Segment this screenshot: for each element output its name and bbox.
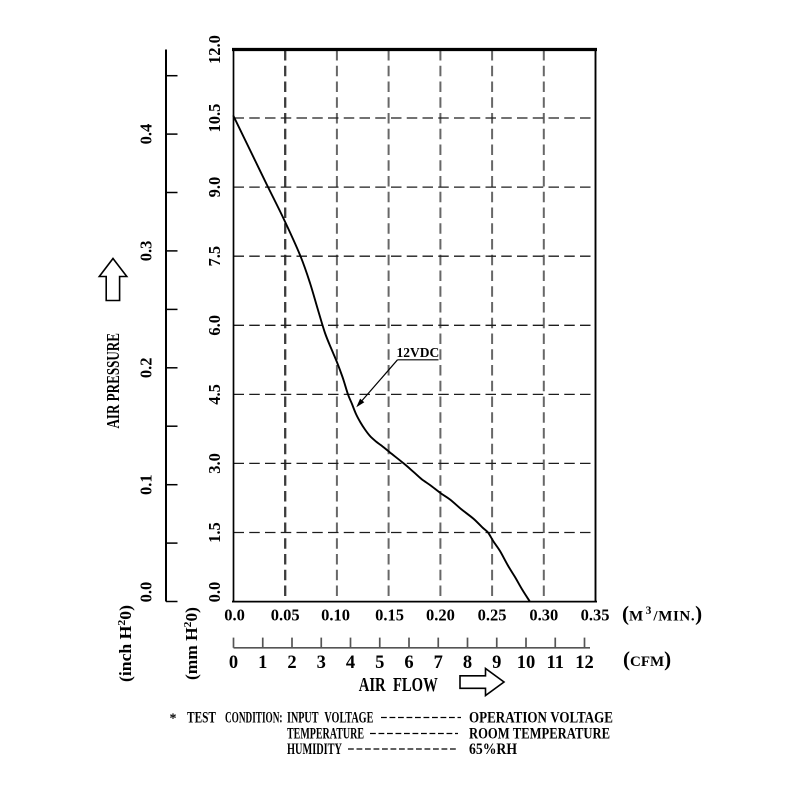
svg-text:0.0: 0.0 xyxy=(224,606,245,625)
svg-text:8: 8 xyxy=(463,653,472,673)
svg-text:0.25: 0.25 xyxy=(478,606,507,625)
svg-text:1: 1 xyxy=(258,653,267,673)
svg-text:10.5: 10.5 xyxy=(205,104,224,133)
svg-text:0.10: 0.10 xyxy=(321,606,350,625)
svg-text:7: 7 xyxy=(434,653,443,673)
svg-text:3: 3 xyxy=(317,653,326,673)
svg-text:INPUT: INPUT xyxy=(287,710,319,727)
svg-text:ROOM TEMPERATURE: ROOM TEMPERATURE xyxy=(469,726,610,743)
svg-text:0.3: 0.3 xyxy=(137,241,156,262)
svg-text:0.20: 0.20 xyxy=(426,606,455,625)
svg-text:0: 0 xyxy=(229,653,238,673)
svg-text:0.0: 0.0 xyxy=(205,582,224,603)
svg-text:3.0: 3.0 xyxy=(205,453,224,474)
svg-text:65%RH: 65%RH xyxy=(469,741,517,758)
svg-text:6: 6 xyxy=(404,653,413,673)
svg-text:*: * xyxy=(170,712,177,727)
svg-text:5: 5 xyxy=(375,653,384,673)
svg-text:0.2: 0.2 xyxy=(137,357,156,378)
svg-text:0.4: 0.4 xyxy=(137,124,156,145)
svg-text:12.0: 12.0 xyxy=(205,35,224,64)
svg-text:1.5: 1.5 xyxy=(205,522,224,543)
svg-text:9: 9 xyxy=(492,653,501,673)
svg-text:4: 4 xyxy=(346,653,355,673)
svg-text:7.5: 7.5 xyxy=(205,246,224,267)
svg-text:TEST: TEST xyxy=(187,710,216,727)
svg-text:TEMPERATURE: TEMPERATURE xyxy=(287,726,364,743)
svg-text:AIR PRESSURE: AIR PRESSURE xyxy=(103,333,123,429)
svg-text:0.15: 0.15 xyxy=(375,606,404,625)
svg-text:9.0: 9.0 xyxy=(205,177,224,198)
svg-text:2: 2 xyxy=(287,653,296,673)
svg-text:(inch H20): (inch H20) xyxy=(116,605,135,682)
svg-text:VOLTAGE: VOLTAGE xyxy=(324,710,373,727)
svg-text:OPERATION VOLTAGE: OPERATION VOLTAGE xyxy=(469,710,613,727)
svg-text:0.05: 0.05 xyxy=(271,606,300,625)
svg-text:0.35: 0.35 xyxy=(581,606,610,625)
svg-text:6.0: 6.0 xyxy=(205,315,224,336)
svg-text:0.30: 0.30 xyxy=(529,606,558,625)
svg-text:4.5: 4.5 xyxy=(205,384,224,405)
svg-text:(mm H20): (mm H20) xyxy=(182,607,201,680)
svg-text:CONDITION:: CONDITION: xyxy=(225,710,283,727)
svg-text:0.0: 0.0 xyxy=(137,582,156,603)
svg-text:11: 11 xyxy=(547,653,564,673)
svg-text:HUMIDITY: HUMIDITY xyxy=(287,741,342,758)
svg-text:12: 12 xyxy=(575,653,594,673)
svg-text:AIR FLOW: AIR FLOW xyxy=(359,674,438,696)
svg-text:10: 10 xyxy=(517,653,536,673)
svg-text:12VDC: 12VDC xyxy=(397,345,440,360)
svg-text:0.1: 0.1 xyxy=(137,474,156,495)
